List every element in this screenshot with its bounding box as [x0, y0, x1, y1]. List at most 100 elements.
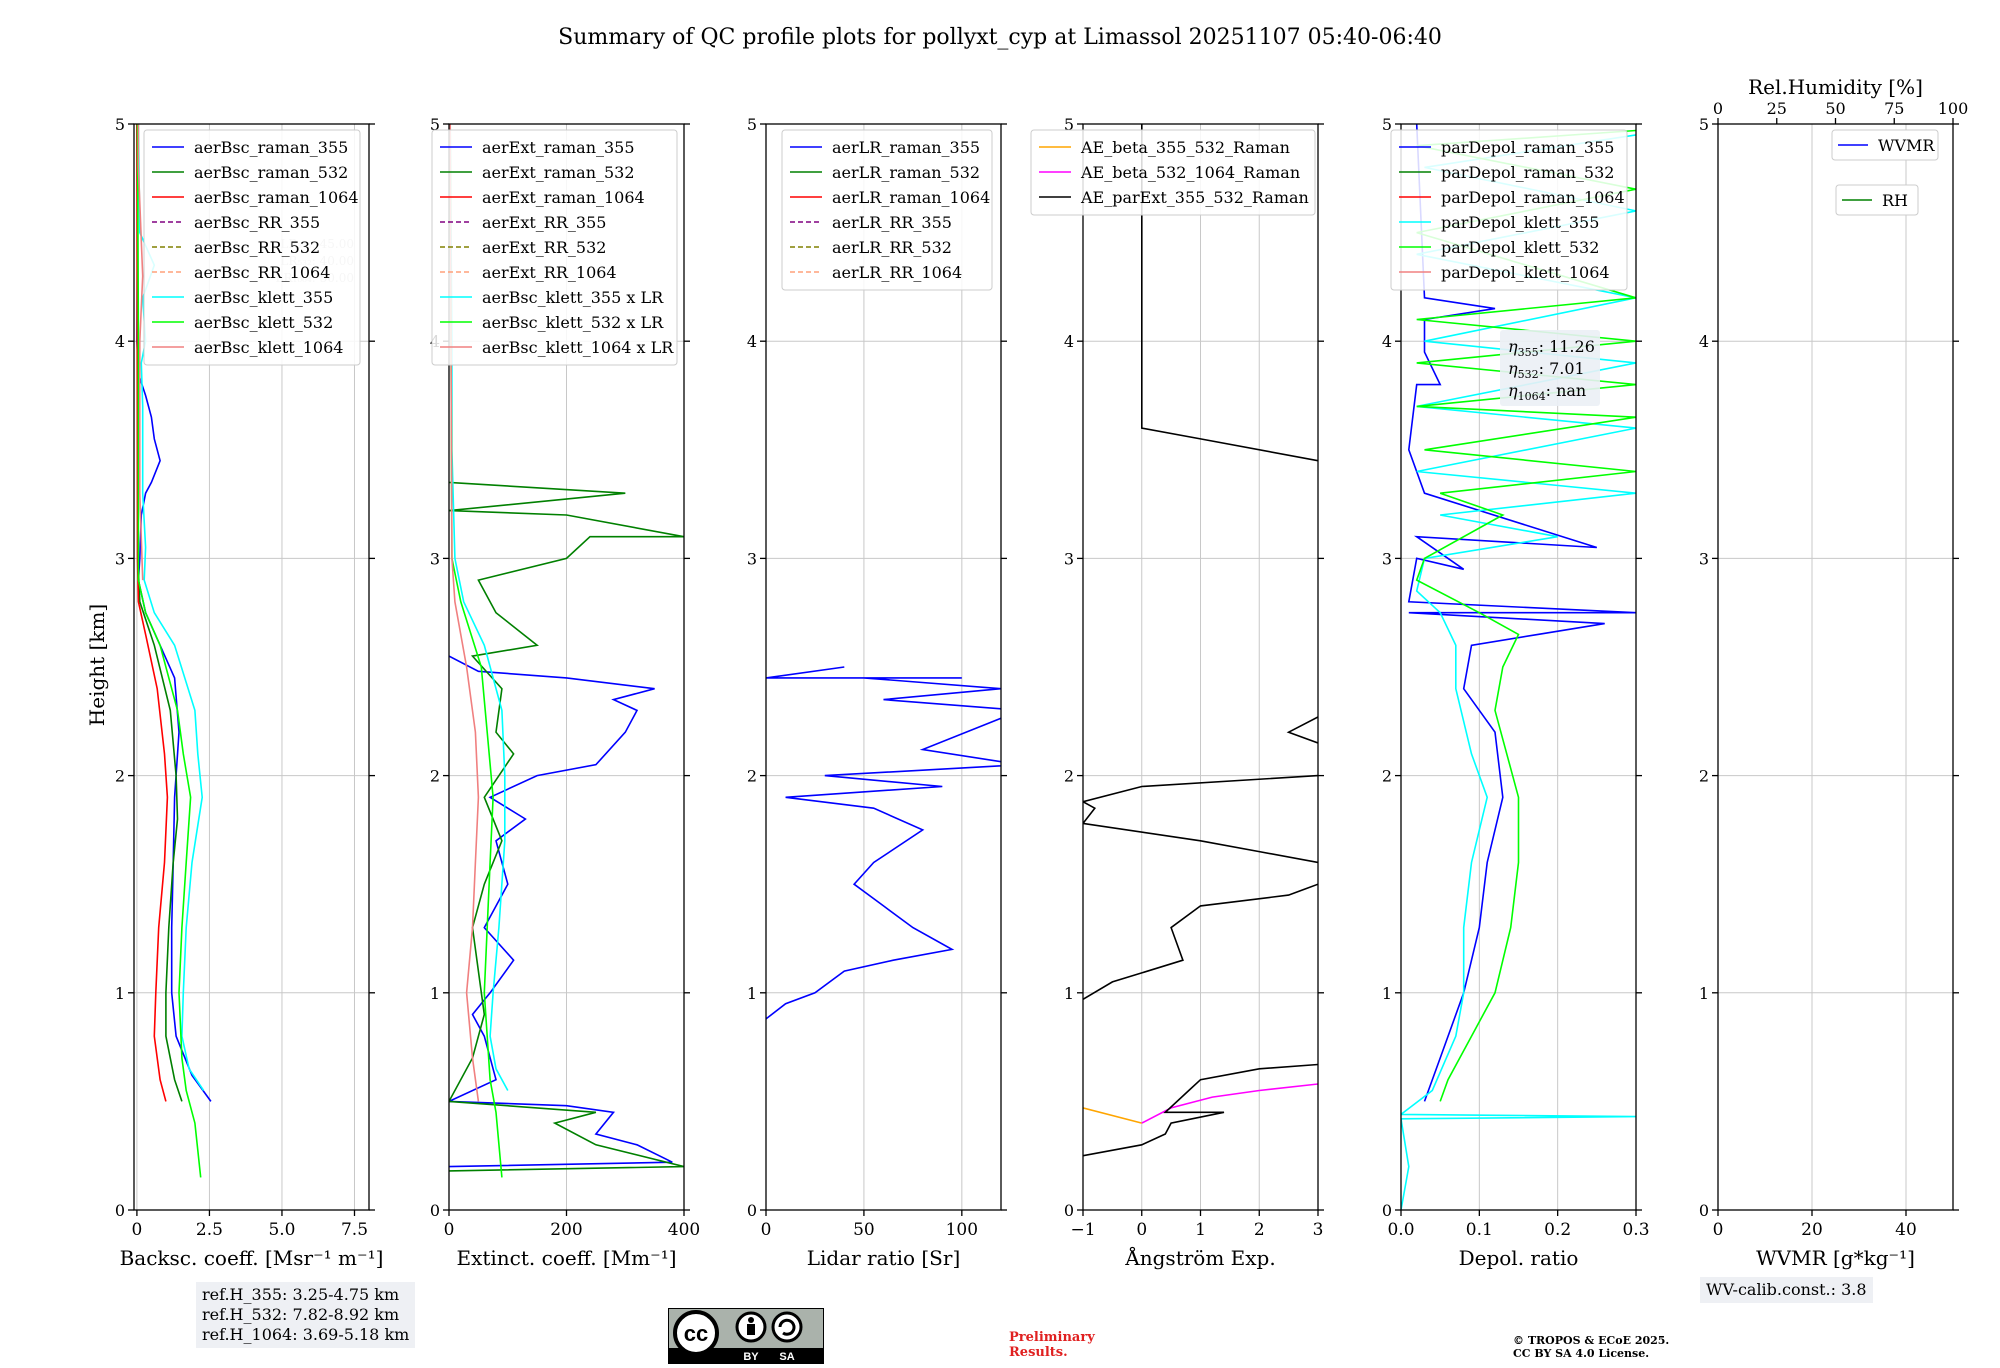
legend-label: aerExt_RR_355 [482, 213, 606, 232]
y-tick-label: 4 [1382, 332, 1392, 351]
series-group [1083, 124, 1318, 1157]
legend-label: aerBsc_raman_532 [194, 163, 348, 182]
sa-share-icon [771, 1311, 803, 1343]
x-tick-label: 0.3 [1622, 1220, 1649, 1240]
legend-label: aerExt_raman_355 [482, 138, 635, 157]
legend-box [1390, 129, 1628, 291]
legend-label: aerLR_RR_355 [832, 213, 952, 232]
legend-label: aerLR_raman_532 [832, 163, 980, 182]
legend-label: parDepol_raman_532 [1441, 163, 1614, 182]
series-line-aerBsc_klett_532 x LR [449, 124, 503, 1178]
x-tick-label: 50 [853, 1220, 875, 1240]
cc-badge-cc: cc [684, 1321, 708, 1346]
legend-box [1030, 129, 1316, 216]
axes-frame [1400, 123, 1637, 1211]
series-line-aerExt_raman_532 [449, 481, 684, 1172]
y-tick-label: 1 [430, 984, 440, 1003]
legend-box [1835, 184, 1919, 216]
y-tick-label: 2 [1699, 767, 1709, 786]
series-group [449, 124, 684, 1178]
y-tick-label: 0 [747, 1201, 757, 1220]
y-tick-label: 1 [747, 984, 757, 1003]
series-line-AE_beta_532_1064_Raman [1141, 1083, 1318, 1124]
y-axis-label: Height [km] [85, 604, 109, 726]
y-tick-label: 3 [1382, 549, 1392, 568]
x-axis-label: WVMR [g*kg⁻¹] [1756, 1246, 1915, 1270]
y-tick-label: 4 [115, 332, 125, 351]
series-line-aerBsc_klett_355 x LR [449, 124, 509, 1091]
x-tick-label: 0 [444, 1220, 455, 1240]
legend-label: aerExt_RR_532 [482, 238, 606, 257]
legend-label: aerBsc_RR_532 [194, 238, 320, 257]
x-tick-label: 2 [1254, 1220, 1265, 1240]
y-tick-label: 4 [1064, 332, 1074, 351]
legend-label: AE_beta_532_1064_Raman [1080, 163, 1300, 182]
legend-box [1831, 129, 1939, 161]
legend-label: aerBsc_klett_532 [194, 313, 333, 332]
legend-label: aerLR_raman_355 [832, 138, 980, 157]
eta-355: η355: 11.26 [1508, 337, 1595, 359]
panel-ext: 0123450200400Extinct. coeff. [Mm⁻¹]aerEx… [430, 115, 700, 1270]
copyright-line-1: © TROPOS & ECoE 2025. [1513, 1334, 1670, 1347]
cc-badge-graphic: cc BY SA [667, 1307, 825, 1365]
y-tick-label: 5 [1699, 115, 1709, 134]
y-tick-label: 5 [115, 115, 125, 134]
series-line-parDepol_raman_355 [1407, 124, 1636, 1102]
axes-frame [765, 123, 1002, 1211]
cc-badge-by: BY [743, 1351, 759, 1363]
x-tick-label: 3 [1313, 1220, 1324, 1240]
y-tick-label: 2 [115, 767, 125, 786]
x-tick-label: 0 [761, 1220, 772, 1240]
x-tick-label: 0 [131, 1220, 142, 1240]
cc-license-badge: cc BY SA [667, 1307, 825, 1368]
series-group [1401, 124, 1636, 1210]
legend-label: AE_beta_355_532_Raman [1080, 138, 1290, 157]
y-tick-label: 5 [747, 115, 757, 134]
x-axis-label: Backsc. coeff. [Msr⁻¹ m⁻¹] [120, 1246, 384, 1270]
legend-box [143, 129, 361, 366]
legend-label: parDepol_klett_532 [1441, 238, 1599, 257]
x-tick-label: 40 [1895, 1220, 1917, 1240]
legend: WVMR RH [1831, 129, 1939, 216]
x-tick-label: 0 [1713, 1220, 1724, 1240]
x-axis-label: Lidar ratio [Sr] [807, 1246, 961, 1270]
legend-label: aerLR_raman_1064 [832, 188, 990, 207]
top-x-tick-label: 75 [1884, 99, 1904, 118]
y-tick-label: 1 [1064, 984, 1074, 1003]
y-tick-label: 2 [430, 767, 440, 786]
y-tick-label: 4 [1699, 332, 1709, 351]
y-tick-label: 1 [1382, 984, 1392, 1003]
legend-label: parDepol_raman_1064 [1441, 188, 1625, 207]
x-tick-label: 7.5 [341, 1220, 368, 1240]
y-tick-label: 5 [430, 115, 440, 134]
y-tick-label: 1 [115, 984, 125, 1003]
series-line-parDepol_klett_355 [1401, 134, 1636, 1210]
series-line-parDepol_klett_532 [1415, 129, 1636, 1102]
legend-label: aerBsc_klett_532 x LR [482, 313, 664, 332]
y-tick-label: 2 [1382, 767, 1392, 786]
series-line-AE_beta_355_532_Raman [1083, 1107, 1143, 1124]
x-tick-label: 0.0 [1387, 1220, 1414, 1240]
legend-label: aerBsc_klett_355 x LR [482, 288, 664, 307]
ref-height-355: ref.H_355: 3.25-4.75 km [202, 1285, 400, 1304]
x-tick-label: 0.1 [1466, 1220, 1493, 1240]
cc-badge-sa: SA [779, 1351, 794, 1363]
legend: aerExt_raman_355 aerExt_raman_532 aerExt_r… [431, 129, 678, 366]
y-tick-label: 5 [1382, 115, 1392, 134]
top-axis-label: Rel.Humidity [%] [1748, 75, 1923, 99]
y-tick-label: 3 [115, 549, 125, 568]
preliminary-line-1: Preliminary [1009, 1330, 1095, 1345]
preliminary-line-2: Results. [1009, 1345, 1068, 1360]
x-tick-label: 200 [550, 1220, 582, 1240]
top-x-tick-label: 100 [1938, 99, 1969, 118]
legend-label: aerBsc_raman_355 [194, 138, 348, 157]
y-tick-label: 3 [747, 549, 757, 568]
top-x-tick-label: 50 [1825, 99, 1845, 118]
y-tick-label: 3 [1064, 549, 1074, 568]
legend-label: aerExt_RR_1064 [482, 263, 617, 282]
